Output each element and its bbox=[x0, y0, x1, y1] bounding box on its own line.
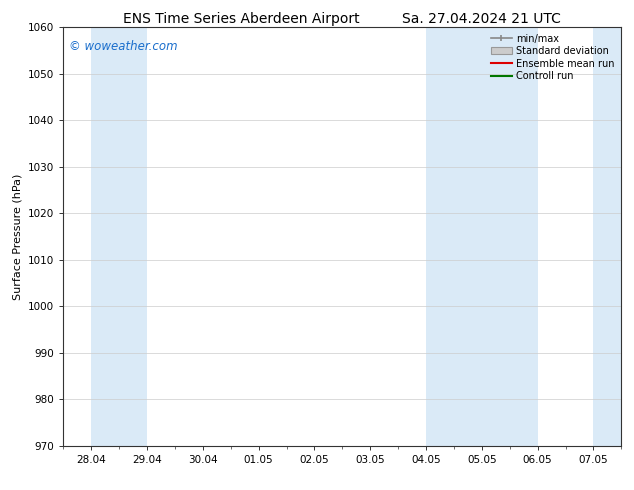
Text: © woweather.com: © woweather.com bbox=[69, 40, 178, 52]
Bar bbox=[91, 27, 147, 446]
Y-axis label: Surface Pressure (hPa): Surface Pressure (hPa) bbox=[13, 173, 23, 299]
Legend: min/max, Standard deviation, Ensemble mean run, Controll run: min/max, Standard deviation, Ensemble me… bbox=[487, 30, 618, 85]
Text: Sa. 27.04.2024 21 UTC: Sa. 27.04.2024 21 UTC bbox=[403, 12, 561, 26]
Bar bbox=[593, 27, 621, 446]
Bar bbox=[426, 27, 538, 446]
Text: ENS Time Series Aberdeen Airport: ENS Time Series Aberdeen Airport bbox=[122, 12, 359, 26]
